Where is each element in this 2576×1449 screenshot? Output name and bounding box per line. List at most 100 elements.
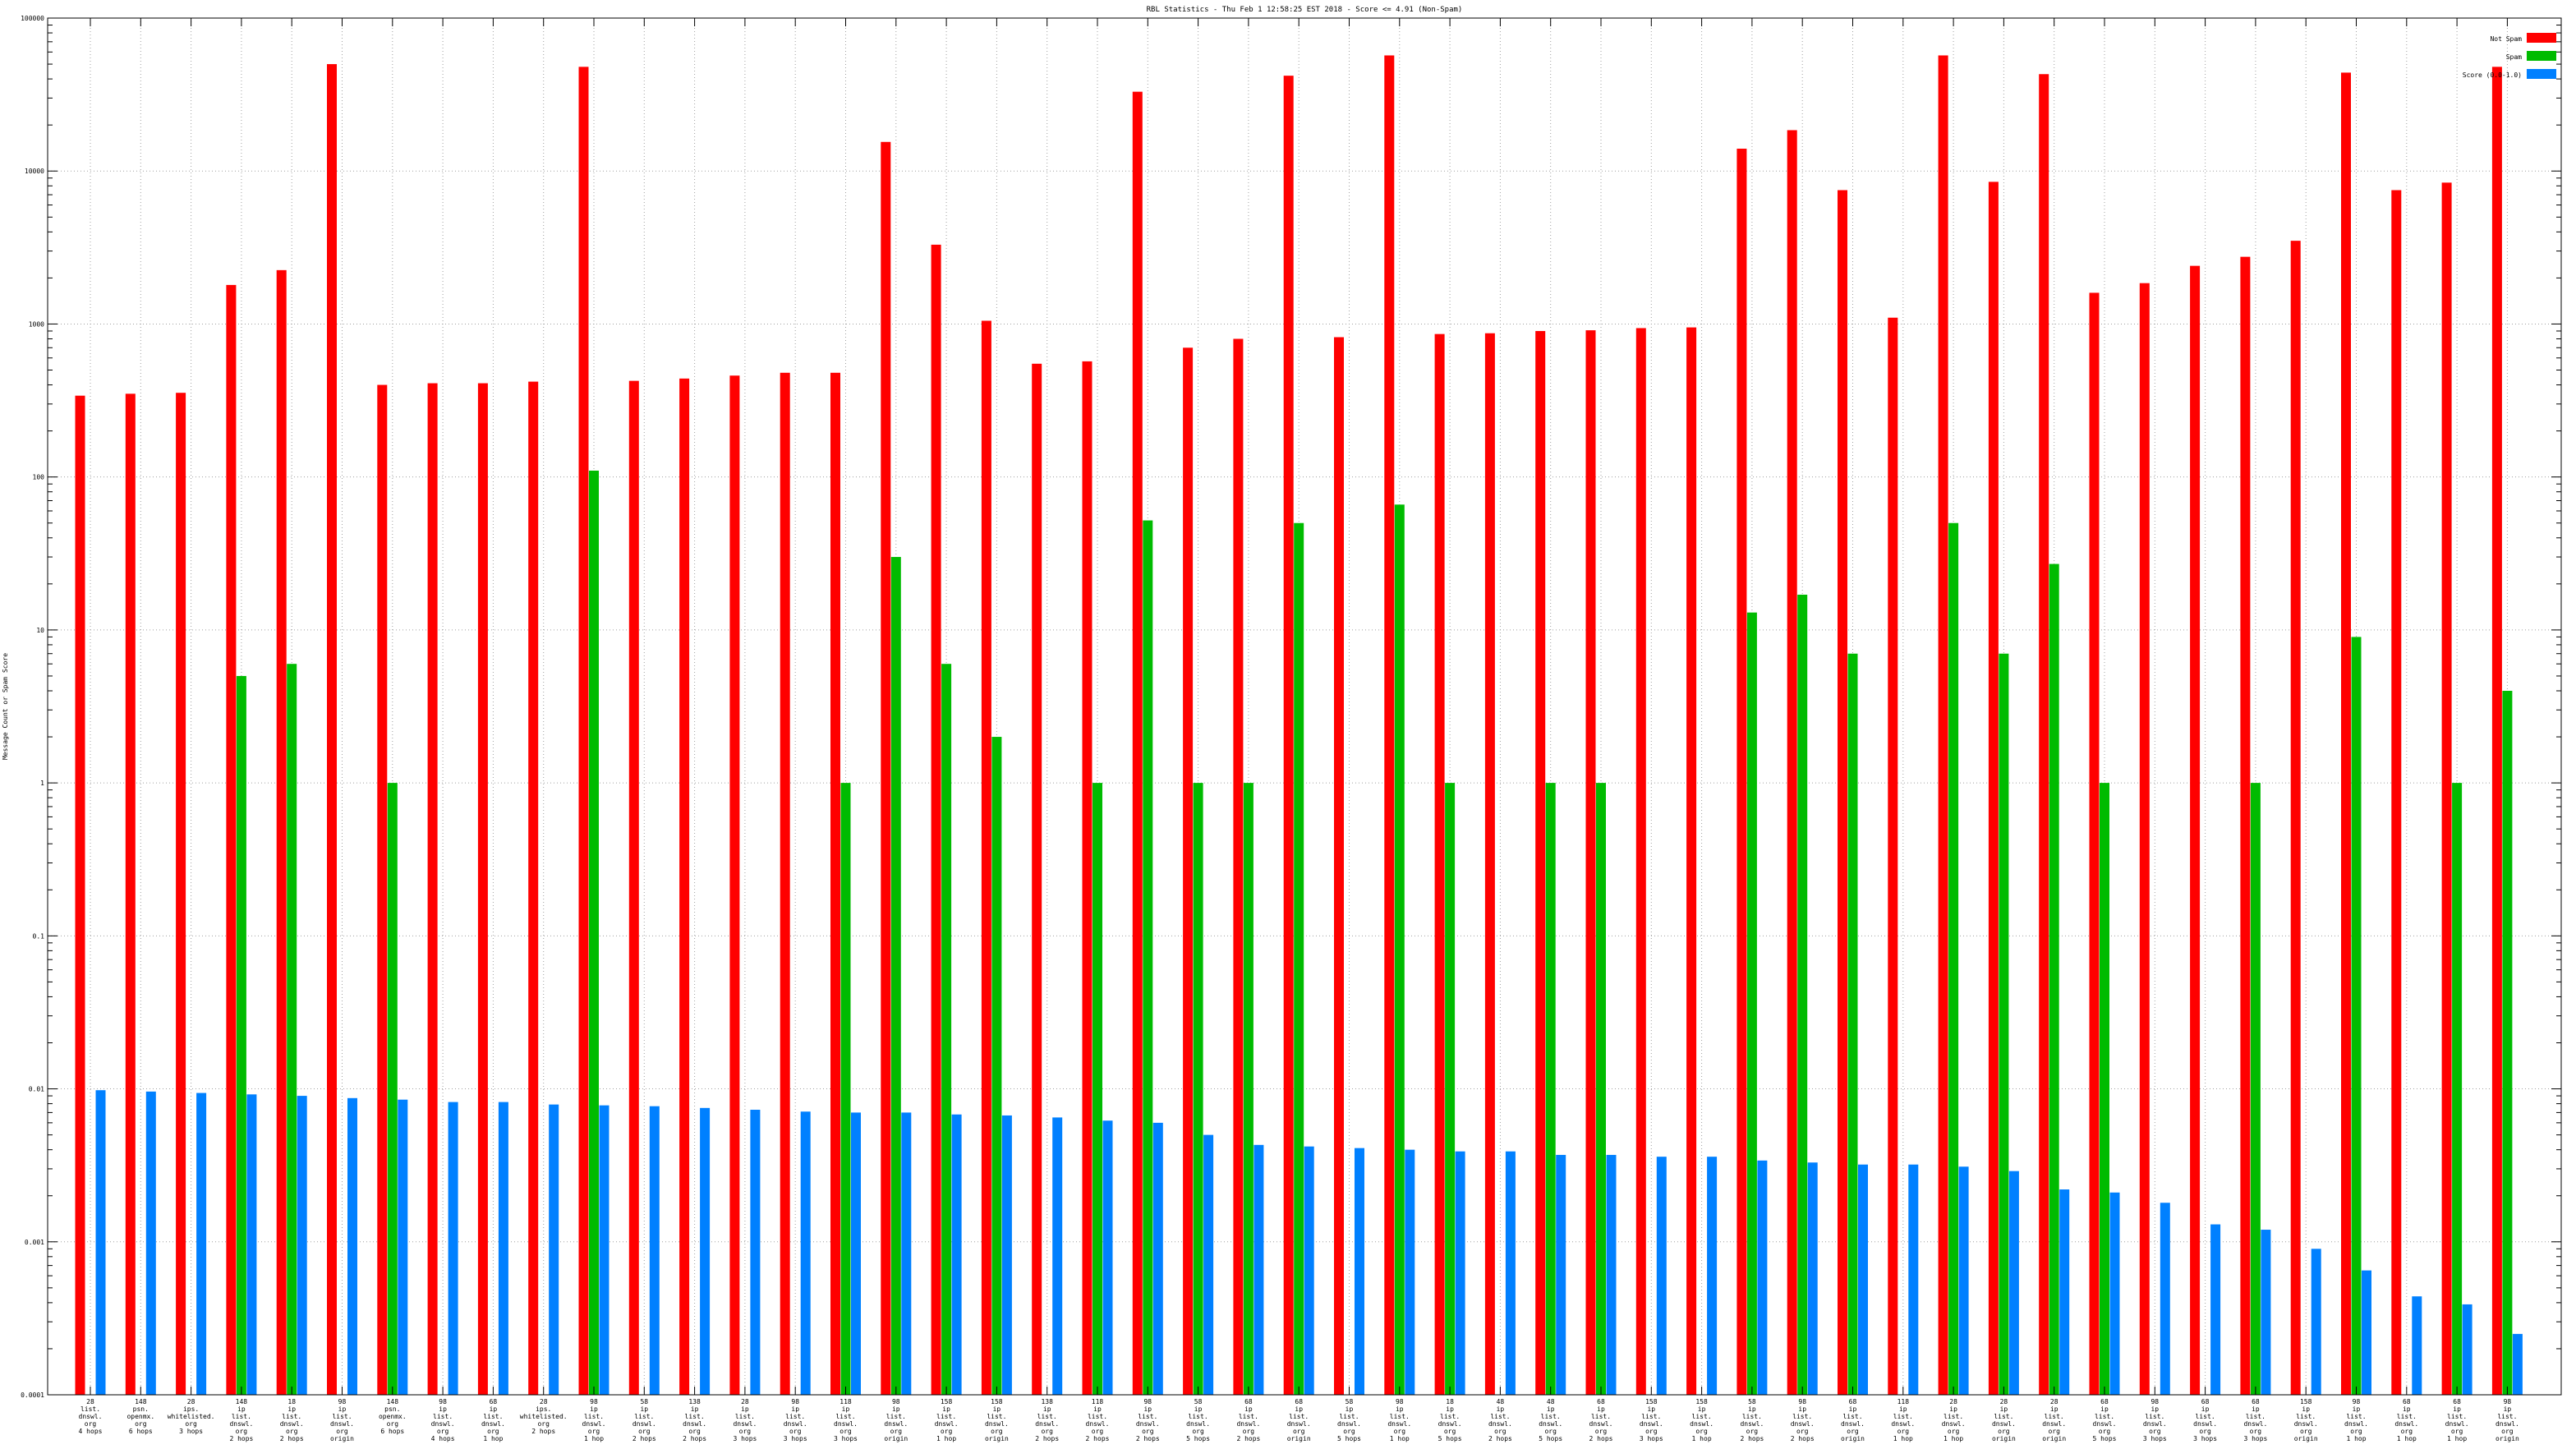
bar-score <box>851 1112 861 1395</box>
bar-score <box>2362 1270 2371 1395</box>
bar-score <box>1304 1146 1314 1395</box>
x-tick-label-line: list. <box>1390 1413 1410 1420</box>
x-tick-label-line: 5 hops <box>1539 1435 1562 1442</box>
x-tick-label-line: ip <box>1849 1405 1857 1413</box>
x-tick-label-line: list. <box>282 1413 301 1420</box>
x-tick-label-line: openmx. <box>379 1413 407 1420</box>
bar-score <box>1405 1149 1415 1395</box>
x-tick-label-line: list. <box>1792 1413 1812 1420</box>
x-tick-label-line: dnswl. <box>2093 1420 2117 1428</box>
x-tick-label-line: 28 <box>1949 1398 1957 1405</box>
x-tick-label-line: origin <box>1841 1435 1865 1442</box>
x-tick-label-line: list. <box>1541 1413 1561 1420</box>
bar-not-spam <box>679 378 690 1395</box>
x-tick-label-line: org <box>1948 1428 1960 1435</box>
x-tick-label-line: list. <box>735 1413 755 1420</box>
x-tick-label-line: ip <box>338 1405 347 1413</box>
x-tick-label-line: list. <box>785 1413 805 1420</box>
bar-not-spam <box>1535 330 1546 1395</box>
x-tick-label: 118 ip list. dnswl. org 2 hops <box>1086 1398 1110 1442</box>
x-tick-label-line: 2 hops <box>1035 1435 1059 1442</box>
bar-spam <box>287 664 297 1395</box>
x-tick-label: 28 ip list. dnswl. org origin <box>1992 1398 2016 1442</box>
x-tick-label-line: org <box>1595 1428 1608 1435</box>
x-tick-label-line: list. <box>1641 1413 1661 1420</box>
bar-not-spam <box>125 393 136 1395</box>
x-tick-label-line: psn. <box>133 1405 149 1413</box>
bar-not-spam <box>1938 55 1948 1395</box>
x-tick-label-line: list. <box>1037 1413 1057 1420</box>
bar-score <box>2160 1203 2170 1395</box>
bar-not-spam <box>578 67 589 1395</box>
x-tick-label-line: org <box>1847 1428 1859 1435</box>
x-tick-label-line: 158 <box>2300 1398 2312 1405</box>
bar-score <box>1355 1148 1364 1395</box>
x-tick-label-line: 28 <box>86 1398 94 1405</box>
x-tick-label-line: list. <box>1239 1413 1258 1420</box>
x-tick-label-line: list. <box>1742 1413 1762 1420</box>
x-tick-label: 98 ip list. dnswl. org 3 hops <box>784 1398 807 1442</box>
bar-score <box>1556 1154 1566 1395</box>
x-tick-label-line: dnswl. <box>582 1420 606 1428</box>
bars-group <box>75 55 2523 1396</box>
bar-spam <box>1092 783 1102 1395</box>
bar-spam <box>1999 653 2009 1395</box>
bar-not-spam <box>2491 67 2502 1395</box>
bar-spam <box>941 664 952 1395</box>
x-tick-label-line: org <box>286 1428 298 1435</box>
x-tick-label-line: 2 hops <box>1740 1435 1764 1442</box>
bar-spam <box>1545 783 1556 1395</box>
bar-not-spam <box>830 372 840 1395</box>
x-tick-label-line: dnswl. <box>1791 1420 1815 1428</box>
bar-score <box>2008 1171 2019 1395</box>
bar-score <box>2462 1304 2472 1395</box>
x-tick-label-line: ip <box>439 1405 447 1413</box>
x-tick-label-line: org <box>890 1428 903 1435</box>
bar-score <box>398 1099 408 1395</box>
bar-not-spam <box>1233 338 1244 1396</box>
x-tick-label-line: ip <box>640 1405 648 1413</box>
x-tick-label: 68 ip list. dnswl. org 5 hops <box>2093 1398 2117 1442</box>
x-tick-label-line: ip <box>1547 1405 1555 1413</box>
x-tick-label-line: ips. <box>536 1405 551 1413</box>
bar-not-spam <box>377 384 388 1396</box>
bar-score <box>549 1104 559 1395</box>
x-tick-label-line: list. <box>232 1413 251 1420</box>
x-tick-label-line: ip <box>490 1405 498 1413</box>
x-tick-label-line: org <box>2199 1428 2211 1435</box>
x-tick-label-line: dnswl. <box>2243 1420 2267 1428</box>
x-tick-label-line: org <box>688 1428 701 1435</box>
x-tick-label-line: 98 <box>2353 1398 2361 1405</box>
bar-spam <box>2351 637 2362 1395</box>
x-tick-label-line: org <box>1192 1428 1204 1435</box>
x-tick-label-line: dnswl. <box>2143 1420 2167 1428</box>
x-tick-label-line: dnswl. <box>1387 1420 1411 1428</box>
bar-not-spam <box>1183 347 1194 1395</box>
x-tick-label-line: 1 hop <box>2447 1435 2467 1442</box>
x-tick-label-line: org <box>1998 1428 2010 1435</box>
x-tick-label-line: list. <box>1440 1413 1460 1420</box>
x-tick-label: 118 ip list. dnswl. org 3 hops <box>834 1398 858 1442</box>
x-tick-label-line: org <box>2401 1428 2413 1435</box>
x-tick-label-line: list. <box>483 1413 503 1420</box>
x-tick-label-line: org <box>789 1428 802 1435</box>
y-axis-label: Message Count or Spam Score <box>2 653 9 760</box>
bar-score <box>196 1092 207 1395</box>
bar-score <box>145 1091 156 1395</box>
bar-spam <box>2100 783 2109 1395</box>
bar-not-spam <box>1384 55 1395 1395</box>
x-tick-label-line: list. <box>1289 1413 1309 1420</box>
bar-score <box>2261 1230 2271 1395</box>
bar-score <box>2059 1189 2070 1395</box>
x-tick-label-line: dnswl. <box>431 1420 455 1428</box>
x-tick-label-line: dnswl. <box>935 1420 959 1428</box>
x-tick-label: 138 ip list. dnswl. org 2 hops <box>683 1398 706 1442</box>
x-tick-label-line: ip <box>2201 1405 2210 1413</box>
bar-not-spam <box>1635 328 1646 1396</box>
x-tick-label-line: dnswl. <box>2193 1420 2217 1428</box>
x-tick-label-line: dnswl. <box>1337 1420 1361 1428</box>
x-tick-label-line: 98 <box>1143 1398 1152 1405</box>
x-tick-label: 18 ip list. dnswl. org 2 hops <box>280 1398 304 1442</box>
x-tick-label-line: list. <box>987 1413 1006 1420</box>
x-tick-label-line: dnswl. <box>481 1420 505 1428</box>
